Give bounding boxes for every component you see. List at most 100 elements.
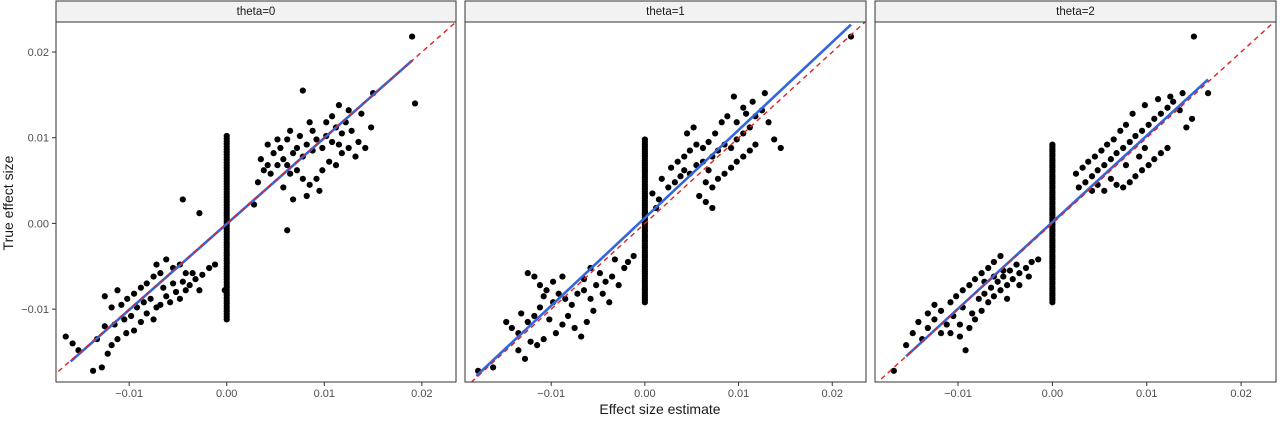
data-point: [368, 124, 375, 131]
data-point: [515, 347, 522, 354]
data-point: [727, 164, 735, 171]
data-point: [997, 287, 1004, 294]
data-point: [316, 187, 323, 194]
data-point: [966, 324, 973, 332]
data-point: [137, 318, 144, 326]
data-point: [1129, 110, 1136, 117]
data-point: [1122, 121, 1130, 128]
data-point: [956, 321, 964, 328]
data-point: [1138, 127, 1146, 134]
plot-area: [56, 22, 456, 375]
data-point: [1088, 173, 1096, 180]
facet-panel-1: theta=0 −0.01 0.00 0.01 0.02 −0.01 0.00 0.01 0.0…: [21, 0, 457, 400]
data-point: [649, 190, 656, 197]
data-point: [765, 119, 772, 126]
data-point: [1022, 264, 1030, 272]
facet-panel-2: theta=1 −0.01 0.00 0.01 0.02: [464, 0, 867, 400]
data-point: [114, 336, 121, 343]
data-point: [1028, 258, 1035, 266]
x-tick-label: 0.02: [1230, 388, 1251, 400]
data-point: [348, 127, 355, 134]
data-point: [536, 282, 544, 289]
data-point: [524, 270, 531, 277]
x-tick-label: −0.01: [944, 388, 972, 400]
data-point: [611, 256, 619, 263]
data-point: [847, 33, 855, 40]
data-point: [313, 175, 320, 182]
data-point: [1132, 173, 1139, 180]
data-point: [319, 167, 326, 174]
data-point: [284, 227, 291, 234]
data-point: [890, 367, 897, 374]
data-point: [69, 340, 76, 347]
data-point: [699, 144, 707, 152]
data-point: [1188, 115, 1196, 122]
y-tick-label: 0.01: [28, 133, 49, 145]
data-point: [143, 310, 150, 317]
data-point: [309, 127, 316, 134]
data-point: [280, 156, 287, 163]
data-point: [306, 119, 313, 126]
data-point: [555, 290, 562, 297]
data-point: [549, 278, 557, 285]
data-point: [267, 170, 274, 177]
data-point: [969, 310, 976, 317]
data-point: [702, 198, 709, 206]
data-point: [280, 184, 287, 191]
data-point: [101, 293, 108, 300]
data-point: [182, 270, 189, 277]
data-point: [915, 318, 922, 326]
data-point: [284, 136, 291, 143]
data-point: [1101, 187, 1108, 194]
data-point: [630, 252, 637, 260]
data-point: [615, 282, 622, 289]
data-point: [1122, 162, 1130, 169]
data-point: [924, 310, 931, 317]
data-point: [709, 184, 716, 191]
data-point: [702, 179, 709, 186]
data-point: [981, 290, 988, 297]
x-tick-label: 0.00: [634, 388, 655, 400]
data-point: [1009, 276, 1016, 283]
data-point: [527, 338, 534, 345]
fit-line: [905, 78, 1209, 358]
data-point: [1154, 96, 1162, 103]
data-point: [319, 144, 326, 152]
data-point: [1145, 121, 1152, 128]
data-point: [163, 256, 170, 263]
data-point: [143, 280, 150, 287]
data-point: [284, 162, 291, 169]
data-point: [199, 271, 206, 278]
data-point: [580, 287, 588, 294]
data-point: [733, 119, 740, 126]
data-point: [624, 258, 632, 266]
data-point: [978, 270, 985, 277]
data-point: [665, 184, 672, 191]
data-point: [1157, 150, 1164, 157]
data-point: [574, 290, 581, 297]
data-point: [182, 287, 189, 294]
data-point: [338, 130, 345, 137]
data-point: [937, 330, 945, 337]
data-point: [287, 127, 294, 134]
data-point: [1091, 153, 1098, 160]
data-point: [1003, 295, 1011, 302]
data-point: [503, 318, 510, 326]
identity-reference-line: [56, 22, 456, 375]
data-point: [975, 295, 982, 302]
data-point: [206, 264, 213, 272]
data-point: [296, 132, 304, 140]
x-tick-label: −0.01: [115, 388, 143, 400]
data-point: [971, 276, 979, 283]
data-point: [1013, 261, 1020, 268]
y-tick-label: 0.00: [28, 218, 49, 230]
data-point: [101, 323, 108, 330]
data-point: [608, 273, 616, 280]
data-point: [1075, 184, 1082, 191]
data-point: [543, 287, 550, 294]
data-point: [985, 299, 992, 306]
data-point: [192, 276, 199, 283]
data-point: [157, 301, 164, 308]
data-point: [677, 173, 684, 180]
data-point: [211, 261, 219, 268]
